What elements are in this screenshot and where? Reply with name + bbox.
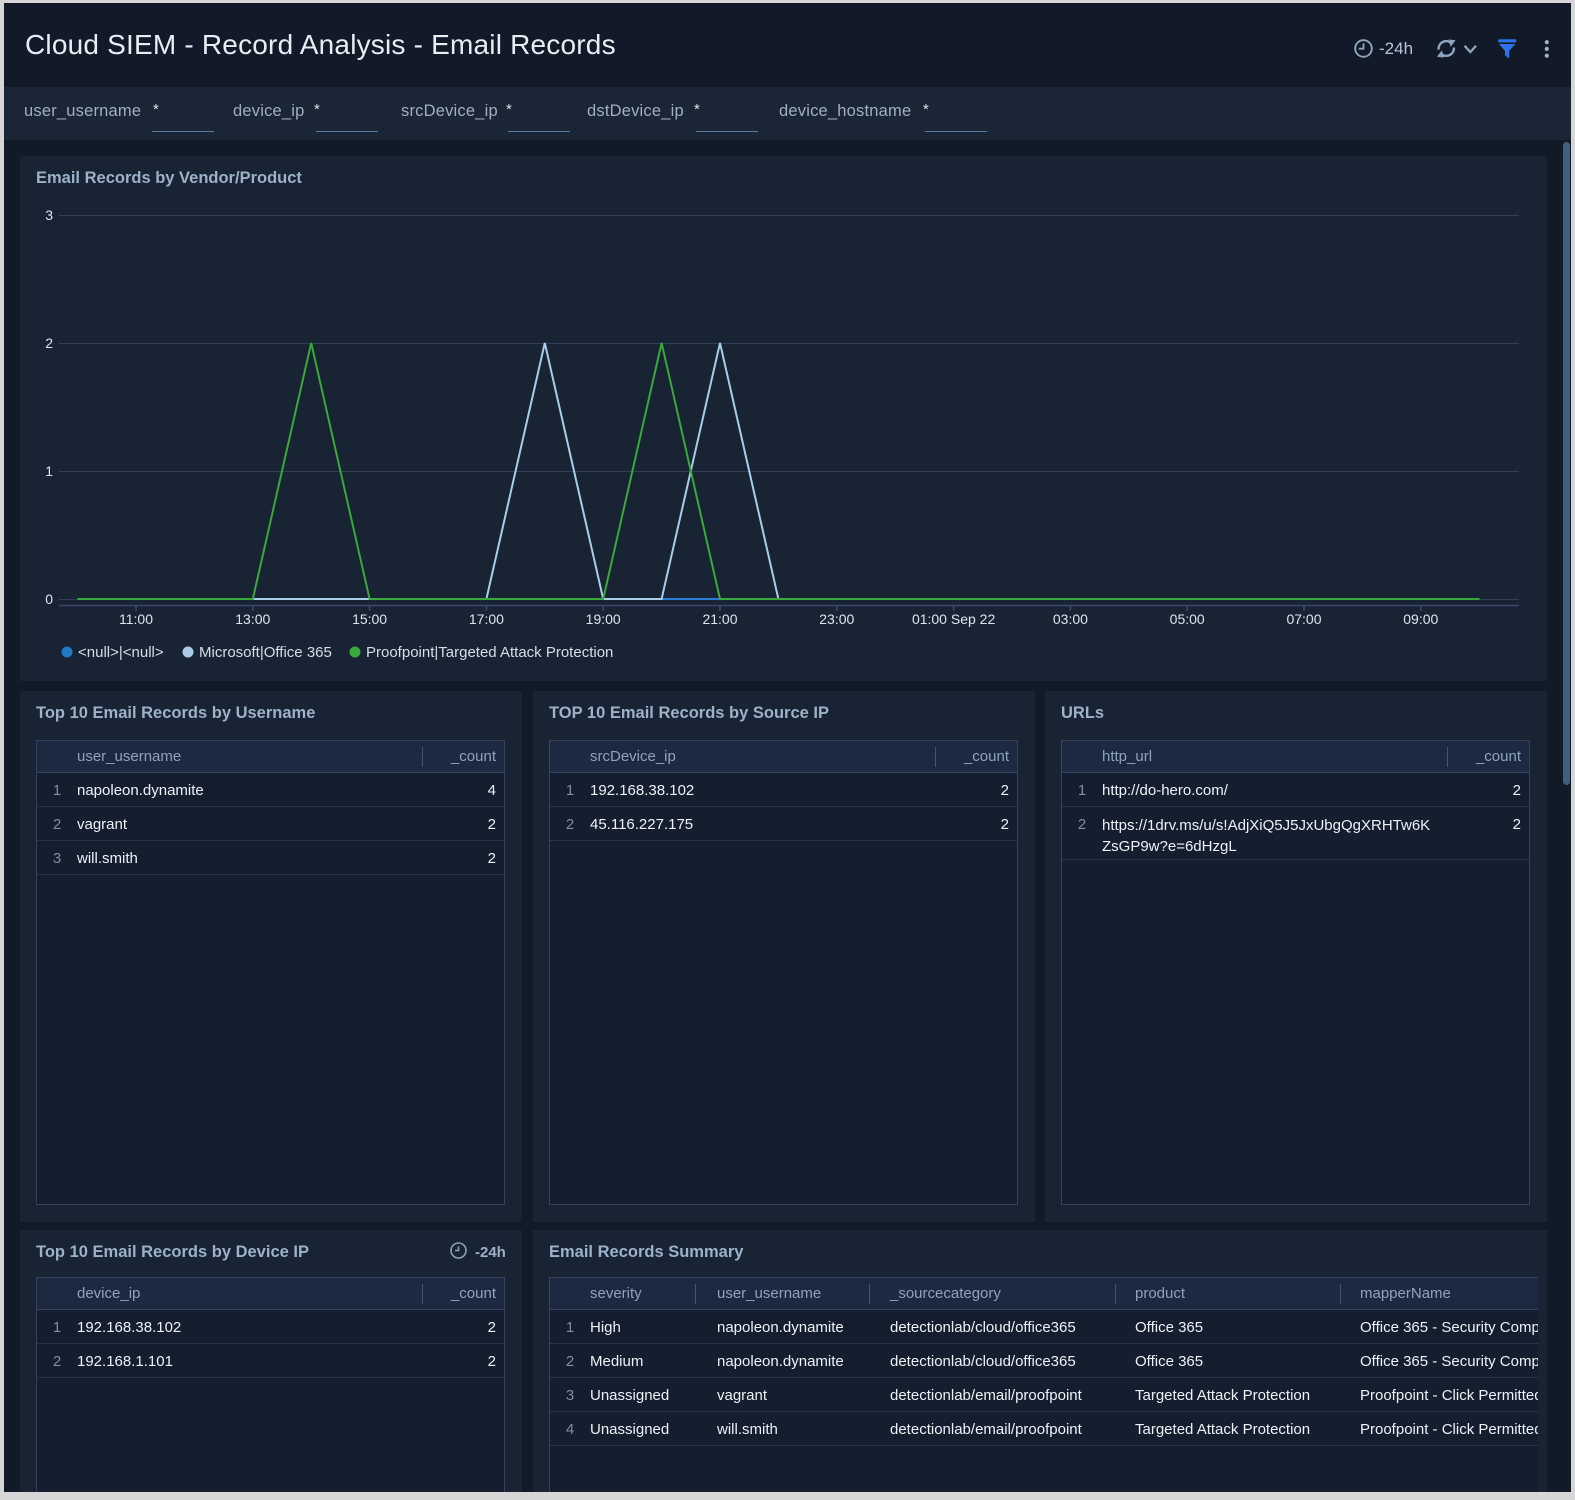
svg-text:03:00: 03:00 bbox=[1053, 611, 1088, 627]
svg-text:11:00: 11:00 bbox=[119, 611, 153, 627]
svg-text:0: 0 bbox=[45, 591, 53, 607]
svg-text:05:00: 05:00 bbox=[1170, 611, 1205, 627]
svg-text:<null>|<null>: <null>|<null> bbox=[78, 644, 164, 661]
svg-text:21:00: 21:00 bbox=[702, 611, 737, 627]
svg-text:Proofpoint|Targeted Attack Pro: Proofpoint|Targeted Attack Protection bbox=[366, 644, 613, 661]
svg-text:3: 3 bbox=[45, 207, 53, 223]
svg-text:23:00: 23:00 bbox=[819, 611, 854, 627]
svg-text:17:00: 17:00 bbox=[469, 611, 504, 627]
svg-text:19:00: 19:00 bbox=[586, 611, 621, 627]
svg-text:Microsoft|Office 365: Microsoft|Office 365 bbox=[199, 644, 332, 661]
svg-text:2: 2 bbox=[45, 335, 53, 351]
svg-text:09:00: 09:00 bbox=[1403, 611, 1438, 627]
svg-text:13:00: 13:00 bbox=[235, 611, 270, 627]
svg-text:15:00: 15:00 bbox=[352, 611, 387, 627]
svg-text:01:00 Sep 22: 01:00 Sep 22 bbox=[912, 611, 996, 627]
svg-text:07:00: 07:00 bbox=[1286, 611, 1321, 627]
svg-text:1: 1 bbox=[45, 463, 53, 479]
